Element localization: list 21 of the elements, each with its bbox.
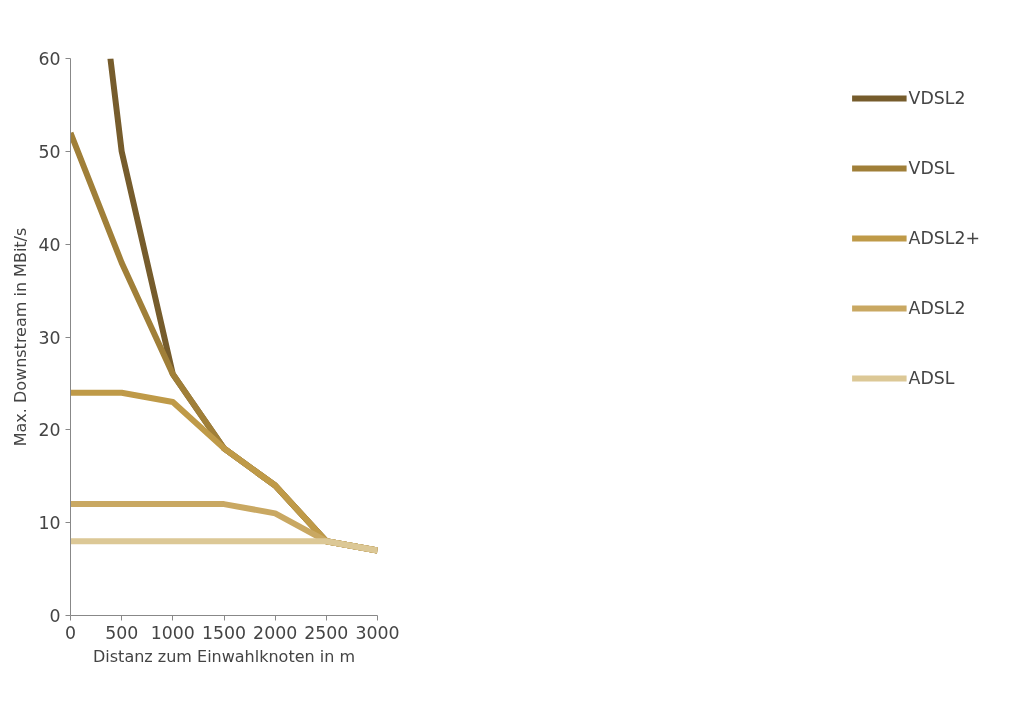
y-tick-label: 0 [49,606,61,626]
x-tick-label: 1000 [150,622,195,643]
y-tick-label: 20 [38,420,61,441]
legend-label: VDSL2 [908,88,966,108]
x-tick-label: 2000 [253,622,298,643]
x-axis-title: Distanz zum Einwahlknoten in m [93,646,355,666]
legend-label: VDSL [908,158,955,178]
y-tick-label: 50 [38,141,61,162]
legend-label: ADSL2+ [908,228,980,248]
y-tick-label: 10 [38,513,61,534]
legend-label: ADSL [908,368,955,388]
x-tick-label: 500 [105,622,139,643]
y-tick-label: 30 [38,327,61,348]
legend-label: ADSL2 [908,298,966,318]
x-tick-label: 3000 [355,622,400,643]
x-tick-label: 0 [64,622,77,643]
x-tick-label: 1500 [201,622,247,643]
x-tick-label: 2500 [304,622,349,643]
y-tick-label: 60 [38,49,61,69]
y-axis-title: Max. Downstream in MBit/s [11,227,31,447]
y-tick-label: 40 [38,234,61,255]
